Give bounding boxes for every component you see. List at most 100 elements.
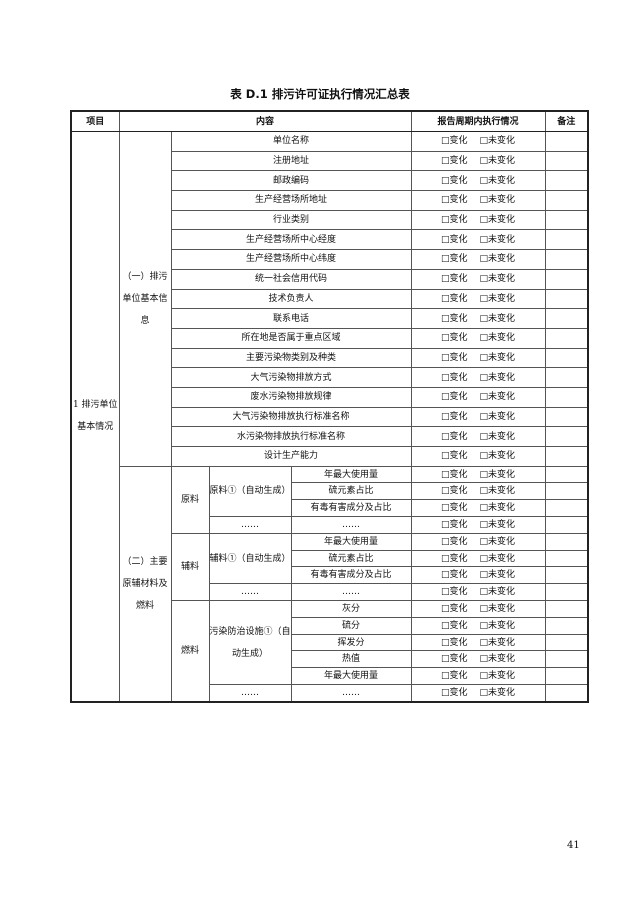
checkbox-unchanged[interactable]: □未变化	[479, 687, 516, 698]
checkbox-changed[interactable]: □变化	[441, 156, 468, 167]
checkbox-unchanged[interactable]: □未变化	[479, 503, 516, 514]
remark-cell[interactable]	[544, 583, 589, 602]
checkbox-changed[interactable]: □变化	[441, 215, 468, 226]
remark-cell[interactable]	[544, 684, 589, 703]
checkbox-changed[interactable]: □变化	[441, 254, 468, 265]
remark-cell[interactable]	[544, 633, 589, 652]
checkbox-unchanged[interactable]: □未变化	[479, 175, 516, 186]
checkbox-unchanged[interactable]: □未变化	[479, 620, 516, 631]
section-label: 1 排污单位基本情况	[70, 130, 120, 703]
remark-cell[interactable]	[544, 367, 589, 388]
remark-cell[interactable]	[544, 249, 589, 270]
checkbox-unchanged[interactable]: □未变化	[479, 654, 516, 665]
remark-cell[interactable]	[544, 347, 589, 369]
checkbox-changed[interactable]: □变化	[441, 234, 468, 245]
remark-cell[interactable]	[544, 327, 589, 349]
checkbox-changed[interactable]: □变化	[441, 687, 468, 698]
checkbox-changed[interactable]: □变化	[441, 431, 468, 442]
remark-cell[interactable]	[544, 532, 589, 551]
checkbox-changed[interactable]: □变化	[441, 637, 468, 648]
remark-cell[interactable]	[544, 667, 589, 686]
checkbox-unchanged[interactable]: □未变化	[479, 519, 516, 530]
remark-cell[interactable]	[544, 268, 589, 290]
checkbox-changed[interactable]: □变化	[441, 671, 468, 682]
checkbox-unchanged[interactable]: □未变化	[479, 215, 516, 226]
checkbox-changed[interactable]: □变化	[441, 503, 468, 514]
checkbox-changed[interactable]: □变化	[441, 392, 468, 403]
checkbox-unchanged[interactable]: □未变化	[479, 411, 516, 422]
checkbox-unchanged[interactable]: □未变化	[479, 136, 516, 147]
remark-cell[interactable]	[544, 616, 589, 635]
status-cell: □变化 □未变化	[410, 347, 546, 369]
checkbox-unchanged[interactable]: □未变化	[479, 234, 516, 245]
checkbox-unchanged[interactable]: □未变化	[479, 637, 516, 648]
remark-cell[interactable]	[544, 446, 589, 467]
remark-cell[interactable]	[544, 229, 589, 251]
checkbox-unchanged[interactable]: □未变化	[479, 451, 516, 462]
status-cell: □变化 □未变化	[410, 426, 546, 447]
checkbox-changed[interactable]: □变化	[441, 519, 468, 530]
remark-cell[interactable]	[544, 406, 589, 428]
remark-cell[interactable]	[544, 288, 589, 310]
checkbox-changed[interactable]: □变化	[441, 603, 468, 614]
checkbox-unchanged[interactable]: □未变化	[479, 274, 516, 285]
remark-cell[interactable]	[544, 482, 589, 501]
checkbox-unchanged[interactable]: □未变化	[479, 431, 516, 442]
checkbox-unchanged[interactable]: □未变化	[479, 195, 516, 206]
checkbox-changed[interactable]: □变化	[441, 352, 468, 363]
checkbox-changed[interactable]: □变化	[441, 469, 468, 480]
remark-cell[interactable]	[544, 170, 589, 192]
checkbox-unchanged[interactable]: □未变化	[479, 553, 516, 564]
checkbox-unchanged[interactable]: □未变化	[479, 536, 516, 547]
remark-cell[interactable]	[544, 516, 589, 534]
checkbox-unchanged[interactable]: □未变化	[479, 671, 516, 682]
checkbox-unchanged[interactable]: □未变化	[479, 352, 516, 363]
checkbox-changed[interactable]: □变化	[441, 553, 468, 564]
checkbox-unchanged[interactable]: □未变化	[479, 333, 516, 344]
checkbox-changed[interactable]: □变化	[441, 175, 468, 186]
checkbox-changed[interactable]: □变化	[441, 620, 468, 631]
checkbox-unchanged[interactable]: □未变化	[479, 254, 516, 265]
checkbox-unchanged[interactable]: □未变化	[479, 603, 516, 614]
checkbox-changed[interactable]: □变化	[441, 274, 468, 285]
checkbox-unchanged[interactable]: □未变化	[479, 469, 516, 480]
remark-cell[interactable]	[544, 308, 589, 329]
remark-cell[interactable]	[544, 650, 589, 669]
remark-cell[interactable]	[544, 386, 589, 408]
remark-cell[interactable]	[544, 566, 589, 585]
remark-cell[interactable]	[544, 209, 589, 231]
checkbox-changed[interactable]: □变化	[441, 570, 468, 581]
checkbox-changed[interactable]: □变化	[441, 587, 468, 598]
checkbox-unchanged[interactable]: □未变化	[479, 293, 516, 304]
remark-cell[interactable]	[544, 426, 589, 447]
checkbox-changed[interactable]: □变化	[441, 451, 468, 462]
remark-cell[interactable]	[544, 499, 589, 518]
remark-cell[interactable]	[544, 600, 589, 618]
checkbox-unchanged[interactable]: □未变化	[479, 486, 516, 497]
remark-cell[interactable]	[544, 190, 589, 211]
checkbox-changed[interactable]: □变化	[441, 333, 468, 344]
remark-cell[interactable]	[544, 465, 589, 484]
status-cell: □变化 □未变化	[410, 209, 546, 231]
checkbox-changed[interactable]: □变化	[441, 536, 468, 547]
checkbox-changed[interactable]: □变化	[441, 313, 468, 324]
checkbox-unchanged[interactable]: □未变化	[479, 587, 516, 598]
checkbox-unchanged[interactable]: □未变化	[479, 392, 516, 403]
checkbox-changed[interactable]: □变化	[441, 293, 468, 304]
checkbox-changed[interactable]: □变化	[441, 195, 468, 206]
remark-cell[interactable]	[544, 549, 589, 568]
checkbox-changed[interactable]: □变化	[441, 654, 468, 665]
checkbox-unchanged[interactable]: □未变化	[479, 570, 516, 581]
status-cell: □变化 □未变化	[410, 170, 546, 192]
checkbox-unchanged[interactable]: □未变化	[479, 313, 516, 324]
checkbox-unchanged[interactable]: □未变化	[479, 372, 516, 383]
item-label: 注册地址	[170, 150, 412, 172]
checkbox-changed[interactable]: □变化	[441, 411, 468, 422]
item-label: 统一社会信用代码	[170, 268, 412, 290]
checkbox-unchanged[interactable]: □未变化	[479, 156, 516, 167]
remark-cell[interactable]	[544, 150, 589, 172]
checkbox-changed[interactable]: □变化	[441, 136, 468, 147]
checkbox-changed[interactable]: □变化	[441, 372, 468, 383]
remark-cell[interactable]	[544, 131, 589, 152]
checkbox-changed[interactable]: □变化	[441, 486, 468, 497]
